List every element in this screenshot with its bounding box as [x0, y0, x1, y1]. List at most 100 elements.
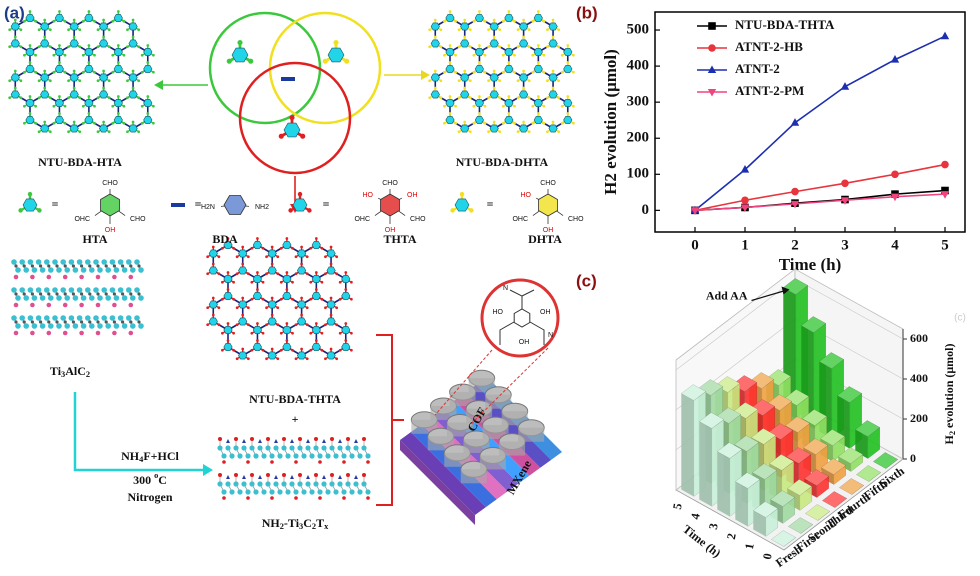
watermark: (c) — [954, 313, 966, 324]
terminal-atom — [354, 439, 358, 443]
node — [460, 22, 470, 31]
node-dot — [289, 115, 295, 121]
atom — [325, 489, 331, 495]
node — [282, 292, 292, 300]
bar-top — [717, 442, 742, 459]
node — [504, 14, 514, 22]
linker-icon — [171, 203, 185, 207]
node-dot — [116, 61, 120, 64]
node — [69, 124, 79, 133]
node-dot — [137, 28, 141, 32]
node-dot — [542, 70, 546, 74]
node-dot — [472, 104, 476, 108]
node-dot — [469, 79, 472, 83]
node-dot — [428, 28, 431, 32]
bar-face — [699, 421, 712, 507]
node-dot — [279, 348, 283, 352]
node-dot — [13, 35, 17, 39]
marker — [941, 160, 949, 169]
node — [519, 22, 529, 31]
marker — [740, 204, 750, 213]
node-dot — [501, 53, 505, 57]
node-dot — [49, 28, 52, 32]
node-dot — [276, 323, 280, 327]
node-dot — [516, 79, 520, 83]
node-dot — [309, 297, 313, 301]
node — [489, 22, 499, 31]
node-dot — [428, 79, 431, 83]
text-part: o — [154, 471, 158, 480]
atom — [35, 287, 42, 293]
node-dot — [448, 61, 452, 64]
terminal-atom — [222, 460, 226, 464]
cof-wall — [479, 455, 506, 470]
node-dot — [294, 306, 298, 310]
bar-face — [735, 481, 748, 527]
node-dot — [507, 61, 511, 64]
node-dot — [324, 357, 327, 361]
atom — [76, 259, 83, 265]
node-dot — [43, 86, 47, 90]
node-dot — [241, 313, 245, 317]
node-dot — [285, 339, 289, 342]
group-label: HO — [521, 192, 532, 199]
node-dot — [111, 70, 115, 74]
node — [474, 65, 484, 73]
node-dot — [560, 104, 564, 108]
node-dot — [572, 121, 575, 125]
node-dot — [542, 53, 546, 57]
node-dot — [335, 357, 339, 361]
node — [504, 48, 514, 56]
node-dot — [463, 69, 467, 73]
node-dot — [329, 296, 333, 300]
node-dot — [152, 104, 155, 108]
node-dot — [309, 280, 313, 284]
node — [99, 39, 109, 48]
cof-wall — [411, 419, 438, 434]
node-dot — [483, 104, 487, 108]
node-dot — [217, 272, 221, 276]
bar-shade — [802, 438, 829, 455]
atom — [245, 453, 251, 459]
atom — [15, 267, 21, 273]
node-dot — [146, 112, 150, 115]
node-dot — [457, 130, 461, 134]
node — [10, 90, 20, 99]
bar-top — [787, 479, 812, 496]
zoom-line — [434, 349, 493, 416]
atom — [112, 330, 117, 336]
text-part: T — [316, 516, 324, 530]
node-dot — [146, 95, 150, 98]
node-dot — [516, 130, 520, 134]
node-dot — [309, 246, 313, 250]
node-dot — [335, 306, 339, 310]
monomer-label: HTA — [82, 232, 107, 246]
node-dot — [324, 323, 327, 327]
node-dot — [8, 79, 11, 83]
node-dot — [314, 322, 318, 325]
node-dot — [235, 272, 239, 276]
node-dot — [122, 53, 126, 57]
node — [231, 47, 249, 63]
terminal-atom — [314, 473, 318, 477]
atom — [31, 323, 38, 329]
node-dot — [498, 79, 502, 83]
terminal-atom — [290, 475, 294, 479]
node-dot — [487, 45, 490, 49]
node-dot — [241, 245, 245, 249]
group-label: OH — [407, 192, 418, 199]
node-dot — [58, 44, 61, 47]
atom — [62, 330, 68, 336]
node-dot — [235, 357, 239, 361]
node-dot — [350, 297, 353, 301]
group-label: OHC — [354, 216, 370, 223]
atom — [112, 264, 116, 268]
node — [54, 14, 64, 22]
bar-shade — [768, 454, 795, 471]
bar-top — [803, 438, 828, 455]
node-dot — [516, 96, 520, 100]
atom — [35, 259, 42, 265]
node — [252, 292, 262, 300]
node-dot — [261, 297, 265, 301]
